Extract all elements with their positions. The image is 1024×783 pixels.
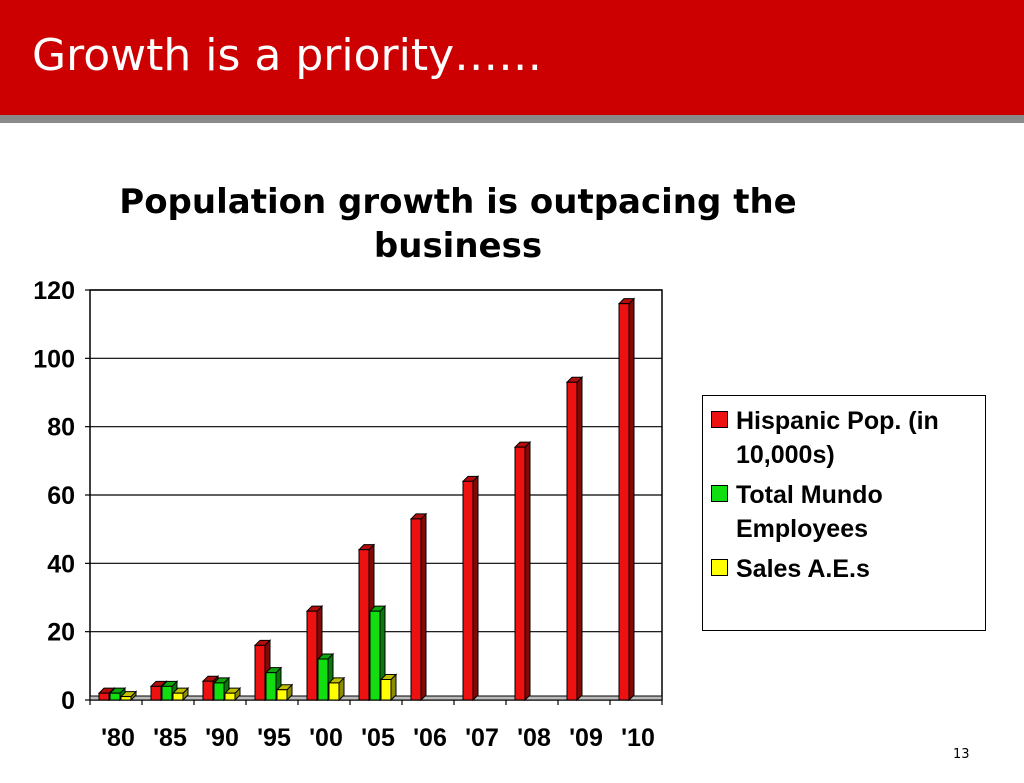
bar (306, 610, 318, 701)
x-tick-label: '95 (257, 724, 291, 752)
bar (202, 680, 214, 701)
x-tick-label: '09 (569, 724, 603, 752)
legend-item-sales: Sales A.E.s (711, 552, 977, 586)
bar (358, 549, 370, 701)
y-tick-label: 40 (47, 550, 75, 578)
legend-label-sales: Sales A.E.s (736, 555, 870, 583)
bar (161, 685, 173, 701)
legend-item-employees: Total Mundo Employees (711, 478, 977, 546)
y-tick-label: 20 (47, 619, 75, 647)
x-tick-label: '05 (361, 724, 395, 752)
bar-side (628, 297, 635, 702)
bar (276, 689, 288, 701)
bar (254, 644, 266, 701)
y-tick-label: 0 (61, 687, 75, 715)
bar (120, 696, 132, 701)
legend-label-hispanic: Hispanic Pop. (in 10,000s) (736, 407, 939, 469)
bar (265, 672, 277, 701)
bar (369, 610, 381, 701)
bar (224, 692, 236, 701)
legend-label-employees: Total Mundo Employees (736, 481, 883, 543)
bar (213, 682, 225, 701)
y-tick-label: 60 (47, 482, 75, 510)
legend-swatch-hispanic (711, 411, 728, 428)
bar (328, 682, 340, 701)
x-tick-label: '08 (517, 724, 551, 752)
x-tick-label: '06 (413, 724, 447, 752)
x-tick-label: '07 (465, 724, 499, 752)
x-tick-label: '90 (205, 724, 239, 752)
bar (410, 518, 422, 701)
y-tick-label: 100 (33, 345, 75, 373)
bar (150, 685, 162, 701)
x-tick-label: '85 (153, 724, 187, 752)
bar-side (524, 440, 531, 702)
slide-number: 13 (953, 747, 970, 762)
legend-swatch-sales (711, 559, 728, 576)
bar (172, 692, 184, 701)
bar (514, 446, 526, 701)
chart-legend: Hispanic Pop. (in 10,000s) Total Mundo E… (702, 395, 986, 631)
bar (380, 679, 392, 701)
bar-side (420, 512, 427, 702)
bar-side (576, 376, 583, 702)
legend-swatch-employees (711, 485, 728, 502)
x-tick-label: '80 (101, 724, 135, 752)
x-tick-label: '00 (309, 724, 343, 752)
bar (618, 303, 630, 701)
bar-side (472, 475, 479, 702)
bar (566, 381, 578, 701)
bar (462, 480, 474, 701)
bar (98, 692, 110, 701)
y-tick-label: 120 (33, 277, 75, 305)
title-bar (0, 0, 1024, 115)
y-tick-label: 80 (47, 414, 75, 442)
bar (109, 692, 121, 701)
slide-title: Growth is a priority…… (32, 30, 543, 81)
x-tick-label: '10 (621, 724, 655, 752)
bar (317, 658, 329, 701)
title-bar-divider (0, 115, 1024, 123)
chart-title: Population growth is outpacing the busin… (119, 182, 797, 266)
legend-item-hispanic: Hispanic Pop. (in 10,000s) (711, 404, 977, 472)
